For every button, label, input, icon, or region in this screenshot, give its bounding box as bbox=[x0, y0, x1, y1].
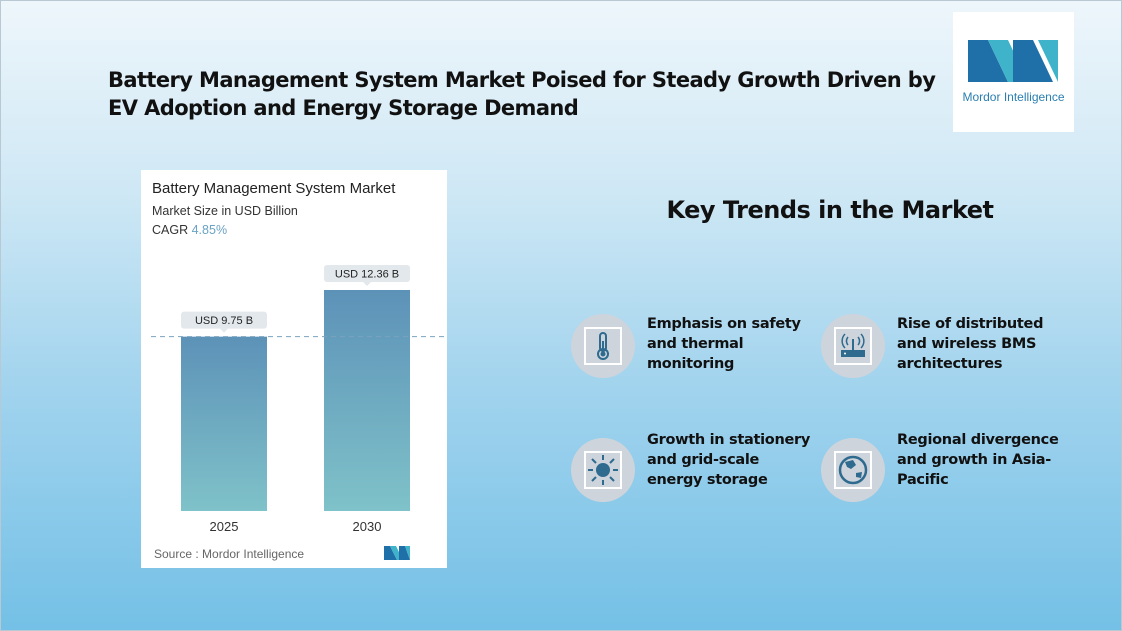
x-tick-label: 2030 bbox=[353, 519, 382, 534]
bar-2025 bbox=[181, 336, 267, 511]
chart-subtitle: Market Size in USD Billion bbox=[152, 204, 298, 218]
mordor-logo: Mordor Intelligence bbox=[953, 12, 1074, 132]
bar-chart: USD 9.75 B 2025 USD 12.36 B 2030 bbox=[151, 265, 444, 534]
trend-text: Growth in stationery and grid-scale ener… bbox=[647, 432, 811, 488]
data-label-bg bbox=[324, 265, 410, 282]
sun-icon bbox=[588, 455, 618, 485]
data-label: USD 9.75 B bbox=[195, 315, 253, 327]
cagr-label: CAGR bbox=[152, 223, 189, 237]
chart-source: Source : Mordor Intelligence bbox=[154, 547, 305, 561]
data-label-pointer bbox=[220, 328, 228, 333]
trend-text: Regional divergence and growth in Asia-P… bbox=[897, 432, 1059, 488]
chart-card: Battery Management System Market Market … bbox=[141, 170, 447, 568]
logo-text: Mordor Intelligence bbox=[962, 90, 1065, 104]
thermometer-icon bbox=[597, 332, 609, 360]
bar-2030 bbox=[324, 290, 410, 511]
trend-icon-circle bbox=[571, 438, 635, 502]
data-label: USD 12.36 B bbox=[335, 269, 399, 281]
globe-icon bbox=[838, 455, 868, 485]
data-label-pointer bbox=[363, 282, 371, 286]
x-tick-label: 2025 bbox=[210, 519, 239, 534]
cagr: CAGR 4.85% bbox=[152, 223, 227, 237]
logo-mark-icon bbox=[968, 40, 1058, 82]
page-title: Battery Management System Market Poised … bbox=[108, 68, 936, 120]
trend-icon-circle bbox=[821, 438, 885, 502]
trend-text: Emphasis on safety and thermal monitorin… bbox=[647, 316, 801, 372]
source-logo-icon bbox=[384, 546, 410, 560]
trend-text: Rise of distributed and wireless BMS arc… bbox=[897, 316, 1044, 372]
trend-icon-circle bbox=[571, 314, 635, 378]
chart-title: Battery Management System Market bbox=[152, 180, 396, 197]
data-label-bg bbox=[181, 311, 267, 329]
cagr-value: 4.85% bbox=[191, 223, 228, 237]
wireless-router-icon bbox=[841, 333, 865, 357]
key-trends-title: Key Trends in the Market bbox=[666, 196, 994, 224]
trend-icon-circle bbox=[821, 314, 885, 378]
